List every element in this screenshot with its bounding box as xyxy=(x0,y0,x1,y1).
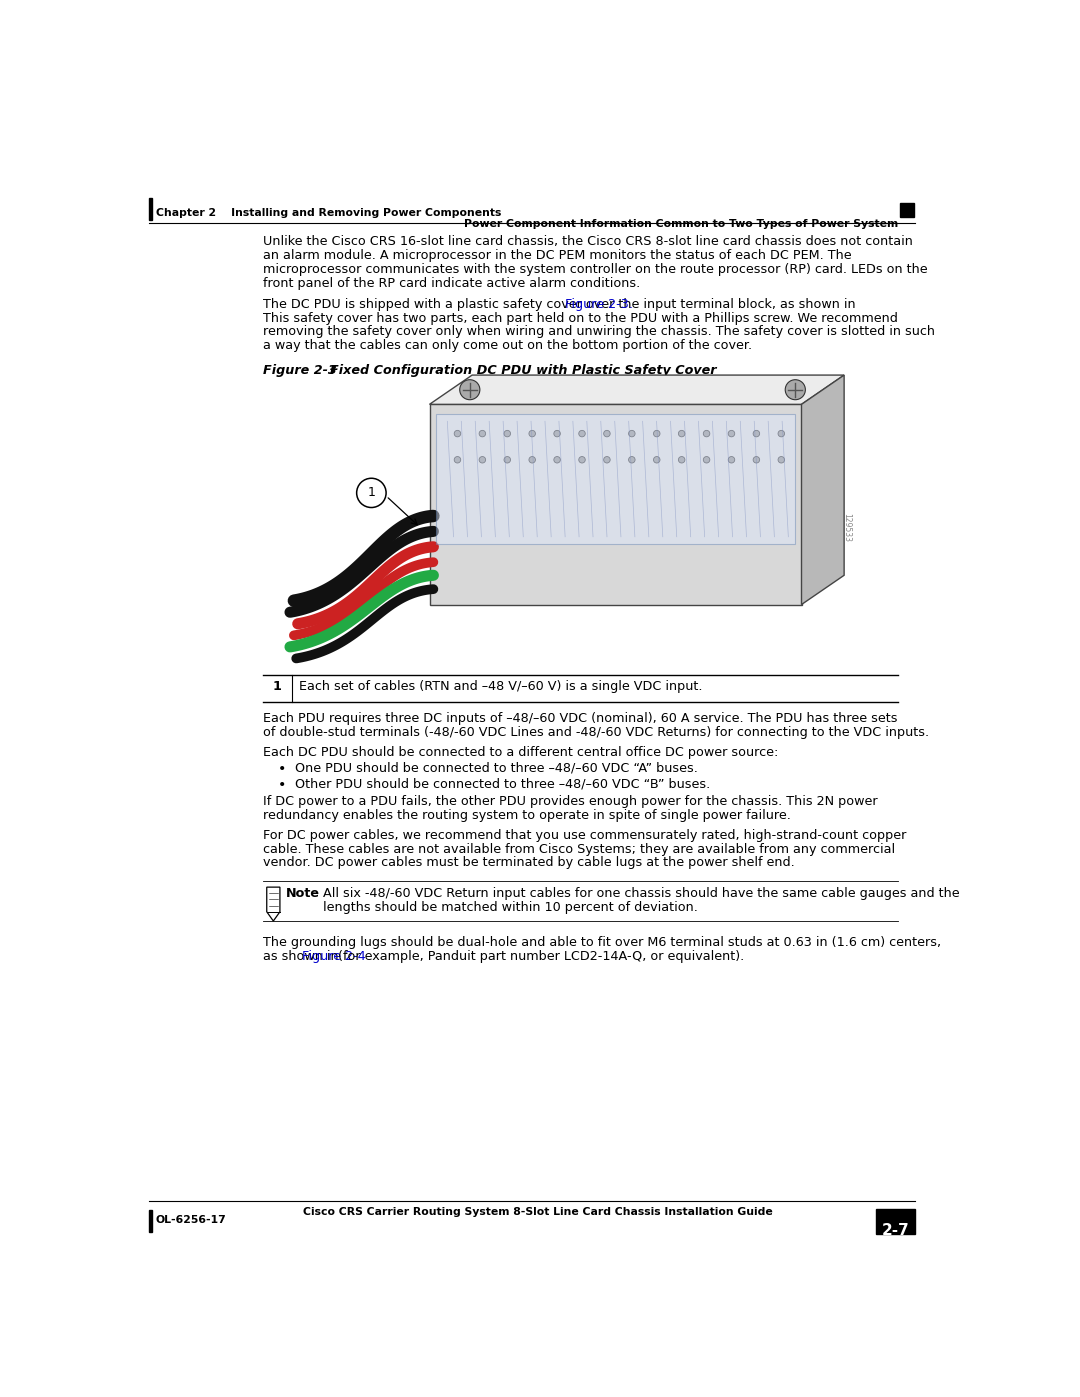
Text: OL-6256-17: OL-6256-17 xyxy=(156,1215,227,1225)
Circle shape xyxy=(778,430,784,437)
Text: Unlike the Cisco CRS 16-slot line card chassis, the Cisco CRS 8-slot line card c: Unlike the Cisco CRS 16-slot line card c… xyxy=(262,236,913,249)
Circle shape xyxy=(653,430,660,437)
Text: Each set of cables (RTN and –48 V/–60 V) is a single VDC input.: Each set of cables (RTN and –48 V/–60 V)… xyxy=(299,679,703,693)
Text: Figure 2-3.: Figure 2-3. xyxy=(565,298,633,312)
Text: front panel of the RP card indicate active alarm conditions.: front panel of the RP card indicate acti… xyxy=(262,277,640,289)
Circle shape xyxy=(455,430,461,437)
Circle shape xyxy=(579,457,585,462)
Bar xyxy=(435,414,795,545)
Bar xyxy=(876,1208,915,1234)
Circle shape xyxy=(629,430,635,437)
Circle shape xyxy=(604,430,610,437)
Circle shape xyxy=(703,457,710,462)
Text: vendor. DC power cables must be terminated by cable lugs at the power shelf end.: vendor. DC power cables must be terminat… xyxy=(262,856,795,869)
Text: Fixed Configuration DC PDU with Plastic Safety Cover: Fixed Configuration DC PDU with Plastic … xyxy=(330,363,717,377)
Circle shape xyxy=(778,457,784,462)
Text: Power Component Information Common to Two Types of Power System: Power Component Information Common to Tw… xyxy=(464,219,899,229)
Circle shape xyxy=(554,430,561,437)
Text: a way that the cables can only come out on the bottom portion of the cover.: a way that the cables can only come out … xyxy=(262,339,752,352)
Circle shape xyxy=(728,430,734,437)
Circle shape xyxy=(480,457,486,462)
Circle shape xyxy=(529,457,536,462)
Bar xyxy=(430,404,801,605)
Circle shape xyxy=(678,457,685,462)
Circle shape xyxy=(356,478,387,507)
Text: If DC power to a PDU fails, the other PDU provides enough power for the chassis.: If DC power to a PDU fails, the other PD… xyxy=(262,795,877,809)
Circle shape xyxy=(604,457,610,462)
Circle shape xyxy=(629,457,635,462)
Polygon shape xyxy=(430,374,845,404)
Text: 1: 1 xyxy=(367,486,376,499)
Circle shape xyxy=(728,457,734,462)
Text: (for example, Panduit part number LCD2-14A-Q, or equivalent).: (for example, Panduit part number LCD2-1… xyxy=(335,950,744,963)
Text: •: • xyxy=(279,778,287,792)
Text: The grounding lugs should be dual-hole and able to fit over M6 terminal studs at: The grounding lugs should be dual-hole a… xyxy=(262,936,941,949)
Circle shape xyxy=(785,380,806,400)
Circle shape xyxy=(653,457,660,462)
Text: 2-7: 2-7 xyxy=(881,1222,909,1238)
Text: removing the safety cover only when wiring and unwiring the chassis. The safety : removing the safety cover only when wiri… xyxy=(262,326,935,338)
Text: redundancy enables the routing system to operate in spite of single power failur: redundancy enables the routing system to… xyxy=(262,809,791,823)
Text: of double-stud terminals (-48/-60 VDC Lines and -48/-60 VDC Returns) for connect: of double-stud terminals (-48/-60 VDC Li… xyxy=(262,726,929,739)
Bar xyxy=(149,1210,152,1232)
Text: an alarm module. A microprocessor in the DC PEM monitors the status of each DC P: an alarm module. A microprocessor in the… xyxy=(262,249,851,263)
Circle shape xyxy=(460,380,480,400)
Text: One PDU should be connected to three –48/–60 VDC “A” buses.: One PDU should be connected to three –48… xyxy=(296,761,699,775)
Text: For DC power cables, we recommend that you use commensurately rated, high-strand: For DC power cables, we recommend that y… xyxy=(262,828,906,842)
Text: cable. These cables are not available from Cisco Systems; they are available fro: cable. These cables are not available fr… xyxy=(262,842,895,856)
Circle shape xyxy=(554,457,561,462)
Text: 129533: 129533 xyxy=(841,513,851,542)
Text: Figure 2-4: Figure 2-4 xyxy=(302,950,366,963)
Text: Chapter 2    Installing and Removing Power Components: Chapter 2 Installing and Removing Power … xyxy=(156,208,501,218)
Text: Each PDU requires three DC inputs of –48/–60 VDC (nominal), 60 A service. The PD: Each PDU requires three DC inputs of –48… xyxy=(262,712,897,725)
Text: lengths should be matched within 10 percent of deviation.: lengths should be matched within 10 perc… xyxy=(323,901,698,914)
Text: 1: 1 xyxy=(273,679,282,693)
Text: Figure 2-3: Figure 2-3 xyxy=(262,363,337,377)
Text: as shown in: as shown in xyxy=(262,950,342,963)
Circle shape xyxy=(753,430,759,437)
Circle shape xyxy=(504,457,511,462)
Circle shape xyxy=(703,430,710,437)
Polygon shape xyxy=(801,374,845,605)
Text: Cisco CRS Carrier Routing System 8-Slot Line Card Chassis Installation Guide: Cisco CRS Carrier Routing System 8-Slot … xyxy=(303,1207,773,1217)
Circle shape xyxy=(529,430,536,437)
Text: This safety cover has two parts, each part held on to the PDU with a Phillips sc: This safety cover has two parts, each pa… xyxy=(262,312,897,324)
Text: Other PDU should be connected to three –48/–60 VDC “B” buses.: Other PDU should be connected to three –… xyxy=(296,778,711,791)
Circle shape xyxy=(455,457,461,462)
Bar xyxy=(900,203,914,217)
Text: Each DC PDU should be connected to a different central office DC power source:: Each DC PDU should be connected to a dif… xyxy=(262,746,779,759)
Text: microprocessor communicates with the system controller on the route processor (R: microprocessor communicates with the sys… xyxy=(262,263,928,275)
Circle shape xyxy=(504,430,511,437)
Bar xyxy=(149,198,152,219)
Text: •: • xyxy=(279,761,287,775)
Circle shape xyxy=(480,430,486,437)
Circle shape xyxy=(579,430,585,437)
Circle shape xyxy=(678,430,685,437)
Text: Note: Note xyxy=(286,887,320,900)
Text: All six -48/-60 VDC Return input cables for one chassis should have the same cab: All six -48/-60 VDC Return input cables … xyxy=(323,887,960,900)
Text: The DC PDU is shipped with a plastic safety cover over the input terminal block,: The DC PDU is shipped with a plastic saf… xyxy=(262,298,860,312)
Circle shape xyxy=(753,457,759,462)
